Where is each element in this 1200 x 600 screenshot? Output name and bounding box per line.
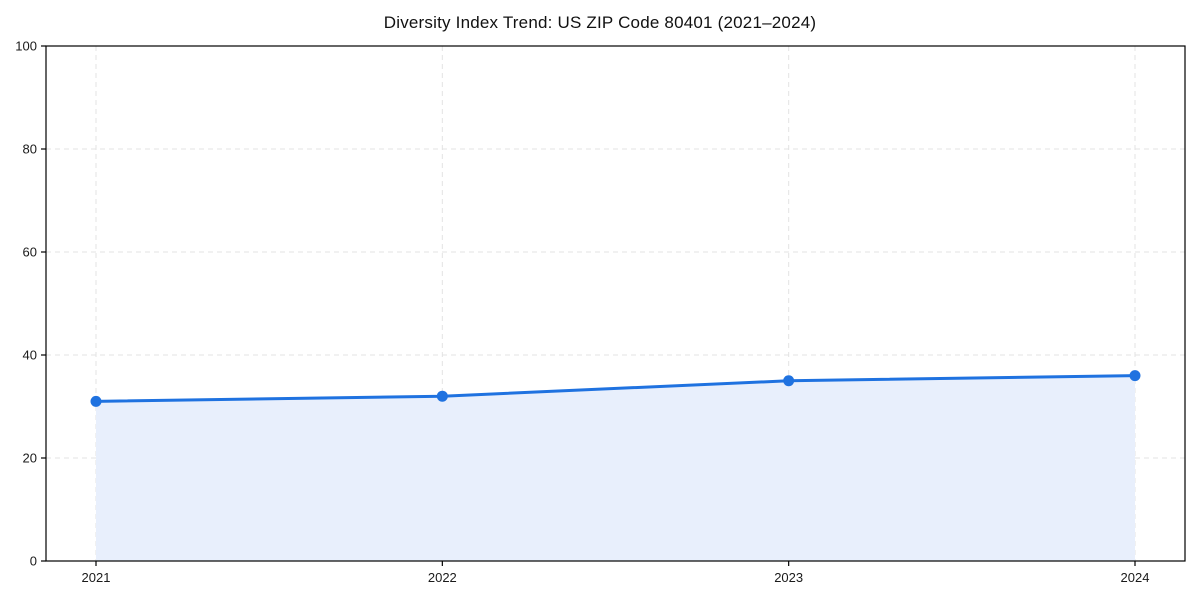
- data-line: [94, 374, 1137, 403]
- y-tick-label: 80: [23, 142, 37, 157]
- y-tick-label: 0: [30, 554, 37, 569]
- y-tick-label: 40: [23, 348, 37, 363]
- y-tick-label: 100: [15, 39, 37, 54]
- plot-border: [45, 45, 1186, 562]
- x-tick-label: 2022: [428, 570, 457, 585]
- area-fill: [96, 375, 1135, 561]
- data-point-marker: [436, 390, 448, 402]
- data-point-marker: [90, 395, 102, 407]
- y-tick-label: 20: [23, 451, 37, 466]
- x-tick-label: 2021: [82, 570, 111, 585]
- chart-title: Diversity Index Trend: US ZIP Code 80401…: [383, 13, 817, 32]
- x-tick-label: 2024: [1121, 570, 1150, 585]
- data-point-marker: [783, 375, 795, 387]
- data-point-marker: [1129, 370, 1141, 382]
- x-tick-label: 2023: [774, 570, 803, 585]
- y-tick-label: 60: [23, 245, 37, 260]
